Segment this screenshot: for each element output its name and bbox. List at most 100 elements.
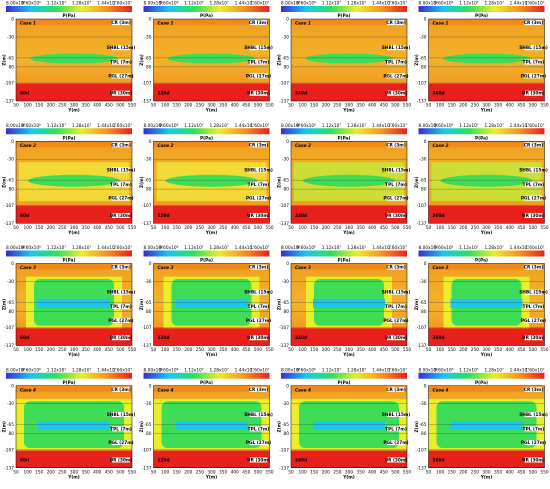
y-tick-label: 0 [424,261,427,267]
x-tick-label: 250 [471,225,479,231]
x-tick-label: 450 [105,225,113,231]
x-tick-label: 350 [81,347,89,353]
case-label: Case 2 [158,143,174,149]
x-tick-label: 350 [219,469,227,475]
y-tick-label: -107 [4,81,14,87]
plume-core [38,298,110,308]
layer-label-box [112,411,130,417]
y-tick-label: -107 [417,325,427,331]
plot-frame [428,18,545,102]
case-label: Case 3 [433,265,449,271]
layer-label: CR (3m) [524,142,543,148]
x-tick-label: 100 [23,103,31,109]
plot-frame [428,263,545,346]
colorbar-tick-label: 1.28x10⁷ [72,367,92,373]
colorbar-tick-label: 9.60x10⁶ [22,367,42,373]
layer-label: PGL (27m) [383,440,408,446]
y-tick-label: -107 [4,203,14,209]
plot-frame [153,263,270,346]
colorbar-tick-label: 1.28x10⁷ [484,245,504,251]
x-tick-label: 250 [471,347,479,353]
colorbar-tick-label: 1.60x10⁷ [525,245,545,251]
layer-label-box [249,457,268,463]
x-tick-label: 50 [426,103,432,109]
x-tick-label: 150 [173,469,181,475]
x-tick-label: 350 [356,469,364,475]
under-rock [428,450,545,468]
plume-core [313,298,385,308]
colorbar-tick-label: 8.00x10⁶ [6,367,26,373]
x-tick-label: 350 [219,225,227,231]
y-tick-label: -30 [419,279,426,285]
cap-rock [428,141,545,148]
colorbar-tick-label: 1.12x10⁷ [184,367,204,373]
x-tick-label: 200 [47,347,55,353]
x-axis-label: Y(m) [480,352,493,358]
colorbar-tick-label: 8.00x10⁶ [144,123,164,129]
plot-frame [153,385,270,468]
x-tick-label: 200 [322,469,330,475]
colorbar-tick-label: 1.12x10⁷ [459,123,479,129]
x-tick-label: 550 [540,469,548,475]
x-tick-label: 200 [459,103,467,109]
y-tick-label: 0 [286,17,289,23]
x-tick-label: 450 [105,469,113,475]
time-label: 60d [20,335,29,341]
layer-label: PGL (27m) [521,196,546,202]
y-tick-label: -65 [419,178,426,184]
colorbar-tick-label: 1.44x10⁷ [510,123,530,129]
layer-label-box [249,181,268,187]
x-tick-label: 400 [231,225,239,231]
y-axis-label: Z(m) [277,54,283,66]
y-tick-label: 0 [11,383,14,389]
colorbar-tick-label: 1.44x10⁷ [235,245,255,251]
y-tick-label: -30 [7,401,14,407]
plot-frame [290,18,408,102]
y-axis-label: Z(m) [2,299,8,311]
x-axis-label: Y(m) [480,230,493,236]
colorbar-tick-label: 1.44x10⁷ [97,1,117,7]
x-tick-label: 150 [35,347,43,353]
y-tick-label: -107 [417,447,427,453]
layer-label: PGL (27m) [108,318,133,324]
x-tick-label: 450 [242,103,250,109]
y-tick-label: -65 [419,55,426,61]
y-tick-label: -65 [144,300,151,306]
y-tick-label: 0 [424,17,427,23]
colorbar [6,128,132,135]
layer-label-box [387,90,405,96]
colorbar-tick-label: 1.12x10⁷ [184,1,204,7]
layer-label: PGL (27m) [108,196,133,202]
layer-label: UR (30m) [110,457,133,463]
y-tick-label: -65 [144,178,151,184]
x-tick-label: 50 [288,469,294,475]
colorbar-title: P(Pa) [337,13,350,19]
x-tick-label: 200 [322,347,330,353]
under-rock [428,205,545,224]
colorbar-tick-label: 1.44x10⁷ [97,245,117,251]
colorbar-tick-label: 1.60x10⁷ [250,367,270,373]
x-tick-label: 250 [58,225,66,231]
x-tick-label: 50 [151,225,157,231]
x-tick-label: 500 [116,347,124,353]
colorbar-tick-label: 9.60x10⁶ [434,1,454,7]
y-axis-label: Z(m) [2,176,8,188]
y-tick-label: -65 [282,422,289,428]
colorbar-tick-label: 1.12x10⁷ [322,245,342,251]
x-axis-label: Y(m) [205,352,218,358]
x-tick-label: 450 [242,347,250,353]
layer-label-box [112,264,130,270]
y-tick-label: 80 [284,431,290,437]
colorbar-tick-label: 1.60x10⁷ [388,245,408,251]
x-axis-label: Y(m) [67,474,80,480]
layer-label-box [524,411,543,417]
layer-label: SHBL (15m) [107,412,136,418]
layer-label-box [112,59,130,65]
x-tick-label: 500 [116,225,124,231]
y-axis-label: Z(m) [2,54,8,66]
layer-label-box [249,386,268,392]
y-tick-label: -107 [142,81,152,87]
x-tick-label: 250 [196,103,204,109]
plume [303,174,395,187]
